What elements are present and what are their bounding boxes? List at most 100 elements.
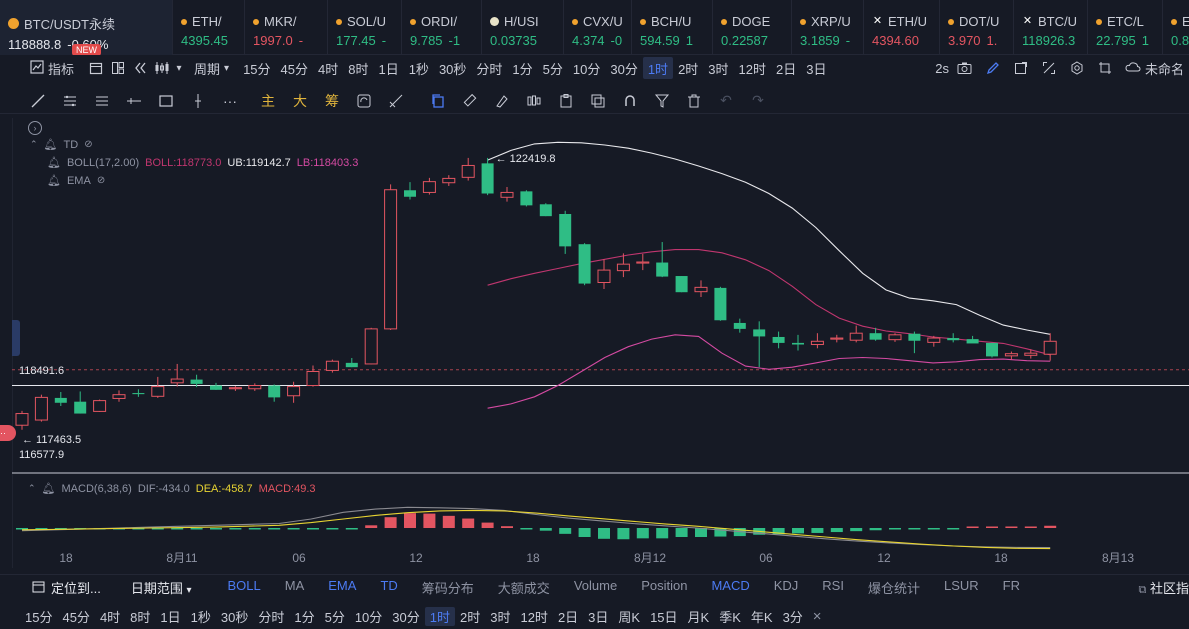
indicator-tab[interactable]: MACD — [711, 578, 750, 593]
channel-icon[interactable] — [86, 89, 118, 113]
interval-tab[interactable]: 5分 — [542, 61, 563, 77]
indicator-tab[interactable]: 爆仓统计 — [867, 581, 920, 596]
bell-icon[interactable]: 🔔︎ — [43, 139, 58, 151]
candlestick-chart[interactable]: ← 122419.8 ← 117463.5 118491.6 116577.9 18 8月… — [12, 118, 1189, 568]
bottom-interval-tab[interactable]: 2日 — [557, 610, 579, 625]
ticker-item[interactable]: DOT/U 3.970 1. — [940, 0, 1014, 55]
interval-tab[interactable]: 3日 — [806, 61, 827, 77]
bell-icon[interactable]: 🔔︎ — [41, 483, 56, 495]
ticker-item[interactable]: BCH/U 594.59 1 — [632, 0, 713, 55]
bell-icon[interactable]: 🔔︎ — [47, 175, 61, 187]
calendar-icon[interactable] — [85, 57, 107, 79]
interval-tab[interactable]: 1分 — [512, 61, 533, 77]
bottom-interval-tab[interactable]: 10分 — [354, 610, 383, 625]
indicator-tab[interactable]: FR — [1002, 578, 1020, 593]
bottom-interval-tab[interactable]: 分时 — [258, 610, 285, 625]
gear-icon[interactable] — [1066, 57, 1088, 79]
magnet-icon[interactable] — [614, 89, 646, 113]
eye-hidden-icon[interactable]: ⊘ — [96, 175, 106, 186]
locate-button[interactable]: 定位到... — [0, 578, 113, 597]
copy-icon[interactable] — [422, 89, 454, 113]
interval-tab[interactable]: 15分 — [243, 61, 271, 77]
date-range-dropdown[interactable]: 日期范围 ▾ — [113, 578, 204, 597]
indicator-tab[interactable]: 筹码分布 — [421, 581, 474, 596]
bottom-interval-tab[interactable]: 3时 — [490, 610, 511, 625]
ticker-item[interactable]: ✕ ETH/U 4394.60 — [864, 0, 940, 55]
indicator-tab[interactable]: TD — [380, 578, 398, 593]
big-toggle[interactable]: 大 — [293, 92, 307, 109]
bottom-interval-tab[interactable]: 4时 — [99, 610, 121, 625]
indicator-tab[interactable]: 大额成交 — [497, 581, 550, 596]
ticker-item[interactable]: DOGE 0.22587 — [713, 0, 792, 55]
interval-tab[interactable]: 2时 — [678, 61, 699, 77]
layout-name[interactable]: 未命名 — [1120, 57, 1189, 79]
period-dropdown[interactable]: 周期 ▾ — [189, 57, 234, 79]
interval-tab[interactable]: 1时 — [642, 57, 674, 79]
interval-tab[interactable]: 4时 — [318, 61, 339, 77]
main-toggle[interactable]: 主 — [261, 92, 275, 109]
interval-tab[interactable]: 12时 — [738, 61, 766, 77]
interval-tab[interactable]: 30秒 — [438, 61, 467, 77]
collapse-toggle[interactable]: › — [28, 121, 42, 135]
pencil-icon[interactable] — [982, 57, 1004, 79]
camera-icon[interactable] — [954, 57, 976, 79]
trash-icon[interactable] — [678, 89, 710, 113]
sidebar-toggle[interactable] — [12, 320, 20, 356]
ruler-icon[interactable] — [454, 89, 486, 113]
collapse-arrow-icon[interactable]: ⌃ — [30, 139, 38, 149]
brush-icon[interactable] — [486, 89, 518, 113]
bottom-interval-tab[interactable]: 年K — [750, 610, 773, 625]
bottom-interval-tab[interactable]: 月K — [687, 610, 710, 625]
layout-icon[interactable] — [107, 57, 129, 79]
chevron-down-icon[interactable]: ▾ — [176, 62, 182, 74]
bottom-interval-tab[interactable]: 3日 — [588, 610, 609, 625]
eye-hidden-icon[interactable]: ⊘ — [84, 139, 93, 150]
bottom-interval-tab[interactable]: 周K — [618, 610, 641, 625]
fullscreen-icon[interactable] — [1038, 57, 1060, 79]
interval-tab[interactable]: 1秒 — [408, 61, 429, 77]
bottom-interval-tab[interactable]: 30秒 — [220, 610, 249, 625]
bottom-interval-tab[interactable]: 1分 — [294, 610, 315, 625]
ticker-item[interactable]: SOL/U 177.45- — [328, 0, 402, 55]
indicator-tab[interactable]: Volume — [573, 578, 618, 593]
ticker-item[interactable]: ETC/L 22.795 1 — [1088, 0, 1163, 55]
layers-icon[interactable] — [582, 89, 614, 113]
close-interval-bar-button[interactable]: × — [812, 608, 822, 625]
trendline-icon[interactable] — [22, 89, 54, 113]
alert-badge[interactable]: ·· — [0, 425, 16, 441]
ticker-item[interactable]: ENA/0.82753 — [1163, 0, 1189, 55]
measure-icon[interactable] — [380, 89, 412, 113]
rectangle-icon[interactable] — [150, 89, 182, 113]
indicator-tab[interactable]: EMA — [328, 578, 357, 593]
indicator-tab[interactable]: MA — [284, 578, 305, 593]
undo-icon[interactable]: ↶ — [720, 92, 732, 108]
horizontal-ray-icon[interactable] — [118, 89, 150, 113]
indicator-tab[interactable]: LSUR — [943, 578, 979, 593]
redo-icon[interactable]: ↷ — [752, 92, 764, 108]
candle-draw-icon[interactable] — [518, 89, 550, 113]
bell-icon[interactable]: 🔔︎ — [47, 157, 61, 169]
more-icon[interactable]: ··· — [223, 92, 237, 109]
bottom-interval-tab[interactable]: 30分 — [392, 610, 420, 625]
rewind-icon[interactable] — [129, 57, 151, 79]
chip-toggle[interactable]: 筹 — [325, 92, 339, 109]
filter-icon[interactable] — [646, 89, 678, 113]
popout-icon[interactable] — [1010, 57, 1032, 79]
crop-icon[interactable] — [1094, 57, 1116, 79]
clipboard-icon[interactable] — [550, 89, 582, 113]
ticker-item[interactable]: ORDI/9.785 -1 — [402, 0, 482, 55]
vertical-line-icon[interactable] — [182, 89, 214, 113]
interval-tab[interactable]: 30分 — [610, 61, 638, 77]
ticker-item[interactable]: ✕ BTC/U 118926.3 — [1014, 0, 1088, 55]
bottom-interval-tab[interactable]: 15分 — [25, 610, 53, 625]
collapse-arrow-icon[interactable]: ⌃ — [28, 483, 36, 493]
candle-type-icon[interactable] — [151, 57, 173, 79]
ticker-item[interactable]: XRP/U 3.1859- — [792, 0, 864, 55]
interval-tab[interactable]: 1日 — [378, 61, 399, 77]
ticker-item[interactable]: ETH/4395.45 — [173, 0, 245, 55]
refresh-rate[interactable]: 2s — [935, 60, 949, 76]
bottom-interval-tab[interactable]: 1日 — [160, 610, 181, 625]
indicators-button[interactable]: 指标 — [0, 57, 79, 79]
ticker-item[interactable]: H/USI 0.03735 — [482, 0, 564, 55]
ticker-item[interactable]: MKR/1997.0- — [245, 0, 328, 55]
